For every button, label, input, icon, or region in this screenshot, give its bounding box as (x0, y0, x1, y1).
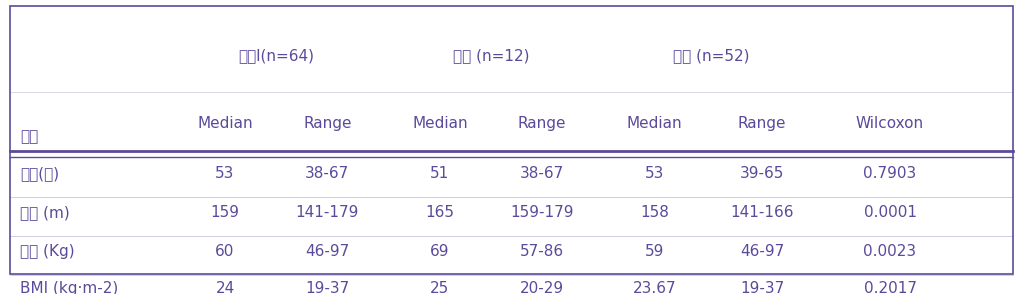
Text: 158: 158 (640, 205, 669, 220)
Text: 53: 53 (216, 166, 234, 181)
Text: 57-86: 57-86 (520, 244, 565, 259)
Text: 19-37: 19-37 (740, 280, 785, 294)
Text: 69: 69 (430, 244, 450, 259)
Text: 체중 (Kg): 체중 (Kg) (20, 244, 75, 259)
Text: 60: 60 (216, 244, 234, 259)
Text: Range: Range (738, 116, 787, 131)
Text: 159-179: 159-179 (510, 205, 574, 220)
Text: 전체l(n=64): 전체l(n=64) (238, 49, 314, 64)
Text: 나이(세): 나이(세) (20, 166, 59, 181)
Text: 0.7903: 0.7903 (863, 166, 917, 181)
Text: 25: 25 (431, 280, 449, 294)
Text: 여성 (n=52): 여성 (n=52) (673, 49, 749, 64)
Text: Median: Median (197, 116, 253, 131)
Text: 신장 (m): 신장 (m) (20, 205, 71, 220)
Text: 38-67: 38-67 (520, 166, 565, 181)
Text: 19-37: 19-37 (305, 280, 350, 294)
Text: 특성: 특성 (20, 130, 39, 145)
Text: BMI (kg·m-2): BMI (kg·m-2) (20, 280, 119, 294)
Text: Range: Range (518, 116, 567, 131)
Text: 남성 (n=12): 남성 (n=12) (453, 49, 529, 64)
Text: 38-67: 38-67 (305, 166, 350, 181)
Text: 39-65: 39-65 (740, 166, 785, 181)
Text: 20-29: 20-29 (520, 280, 565, 294)
Text: 51: 51 (431, 166, 449, 181)
FancyBboxPatch shape (10, 6, 1013, 274)
Text: 159: 159 (211, 205, 239, 220)
Text: 141-166: 141-166 (730, 205, 794, 220)
Text: 24: 24 (216, 280, 234, 294)
Text: Range: Range (303, 116, 352, 131)
Text: 46-97: 46-97 (305, 244, 350, 259)
Text: 46-97: 46-97 (740, 244, 785, 259)
Text: Median: Median (627, 116, 682, 131)
Text: 165: 165 (426, 205, 454, 220)
Text: 0.0001: 0.0001 (863, 205, 917, 220)
Text: 0.2017: 0.2017 (863, 280, 917, 294)
Text: 23.67: 23.67 (633, 280, 676, 294)
Text: 0.0023: 0.0023 (863, 244, 917, 259)
Text: 141-179: 141-179 (296, 205, 359, 220)
Text: Wilcoxon: Wilcoxon (856, 116, 924, 131)
Text: 59: 59 (646, 244, 664, 259)
Text: 53: 53 (646, 166, 664, 181)
Text: Median: Median (412, 116, 468, 131)
